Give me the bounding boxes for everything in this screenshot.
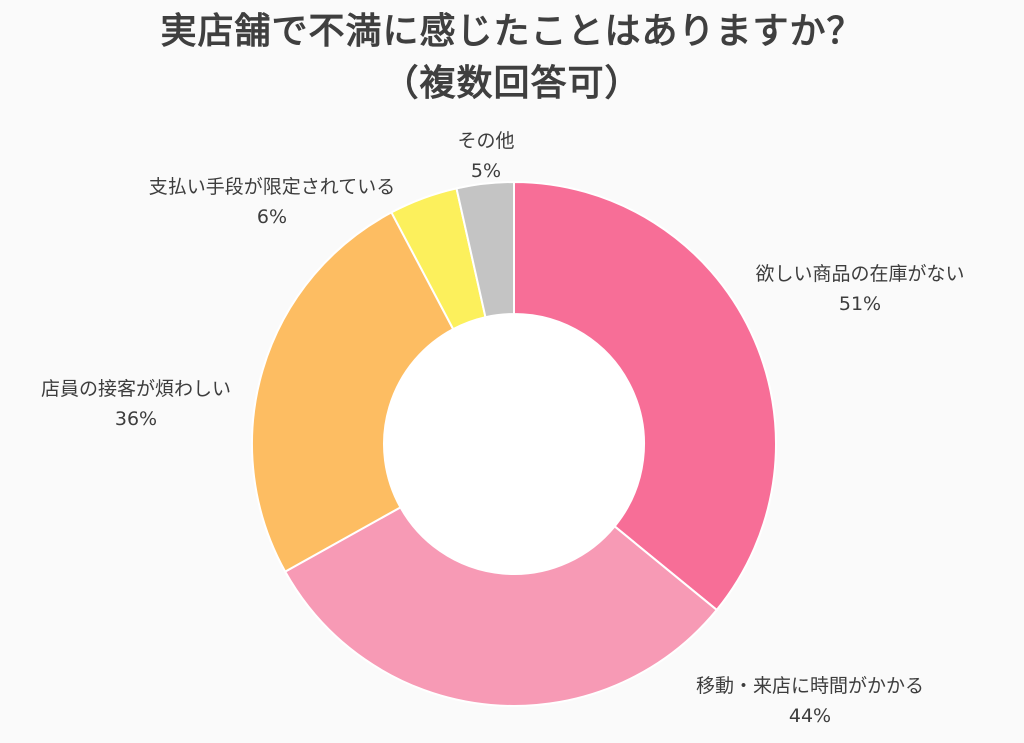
chart-title: 実店舗で不満に感じたことはありますか？ xyxy=(160,11,864,52)
slice-value-3: 36% xyxy=(115,408,157,430)
slice-value-4: 6% xyxy=(257,206,287,228)
donut-hole xyxy=(384,314,644,574)
slice-value-1: 51% xyxy=(839,293,881,315)
slice-label-1: 欲しい商品の在庫がない xyxy=(755,263,964,285)
slice-label-3: 店員の接客が煩わしい xyxy=(41,378,231,400)
chart-subtitle: （複数回答可） xyxy=(382,63,642,104)
slice-label-2: 移動・来店に時間がかかる xyxy=(696,675,924,697)
slice-value-2: 44% xyxy=(789,705,831,727)
slice-label-4: 支払い手段が限定されている xyxy=(149,176,395,198)
slice-value-5: 5% xyxy=(471,160,501,182)
slice-label-5: その他 xyxy=(457,130,514,152)
